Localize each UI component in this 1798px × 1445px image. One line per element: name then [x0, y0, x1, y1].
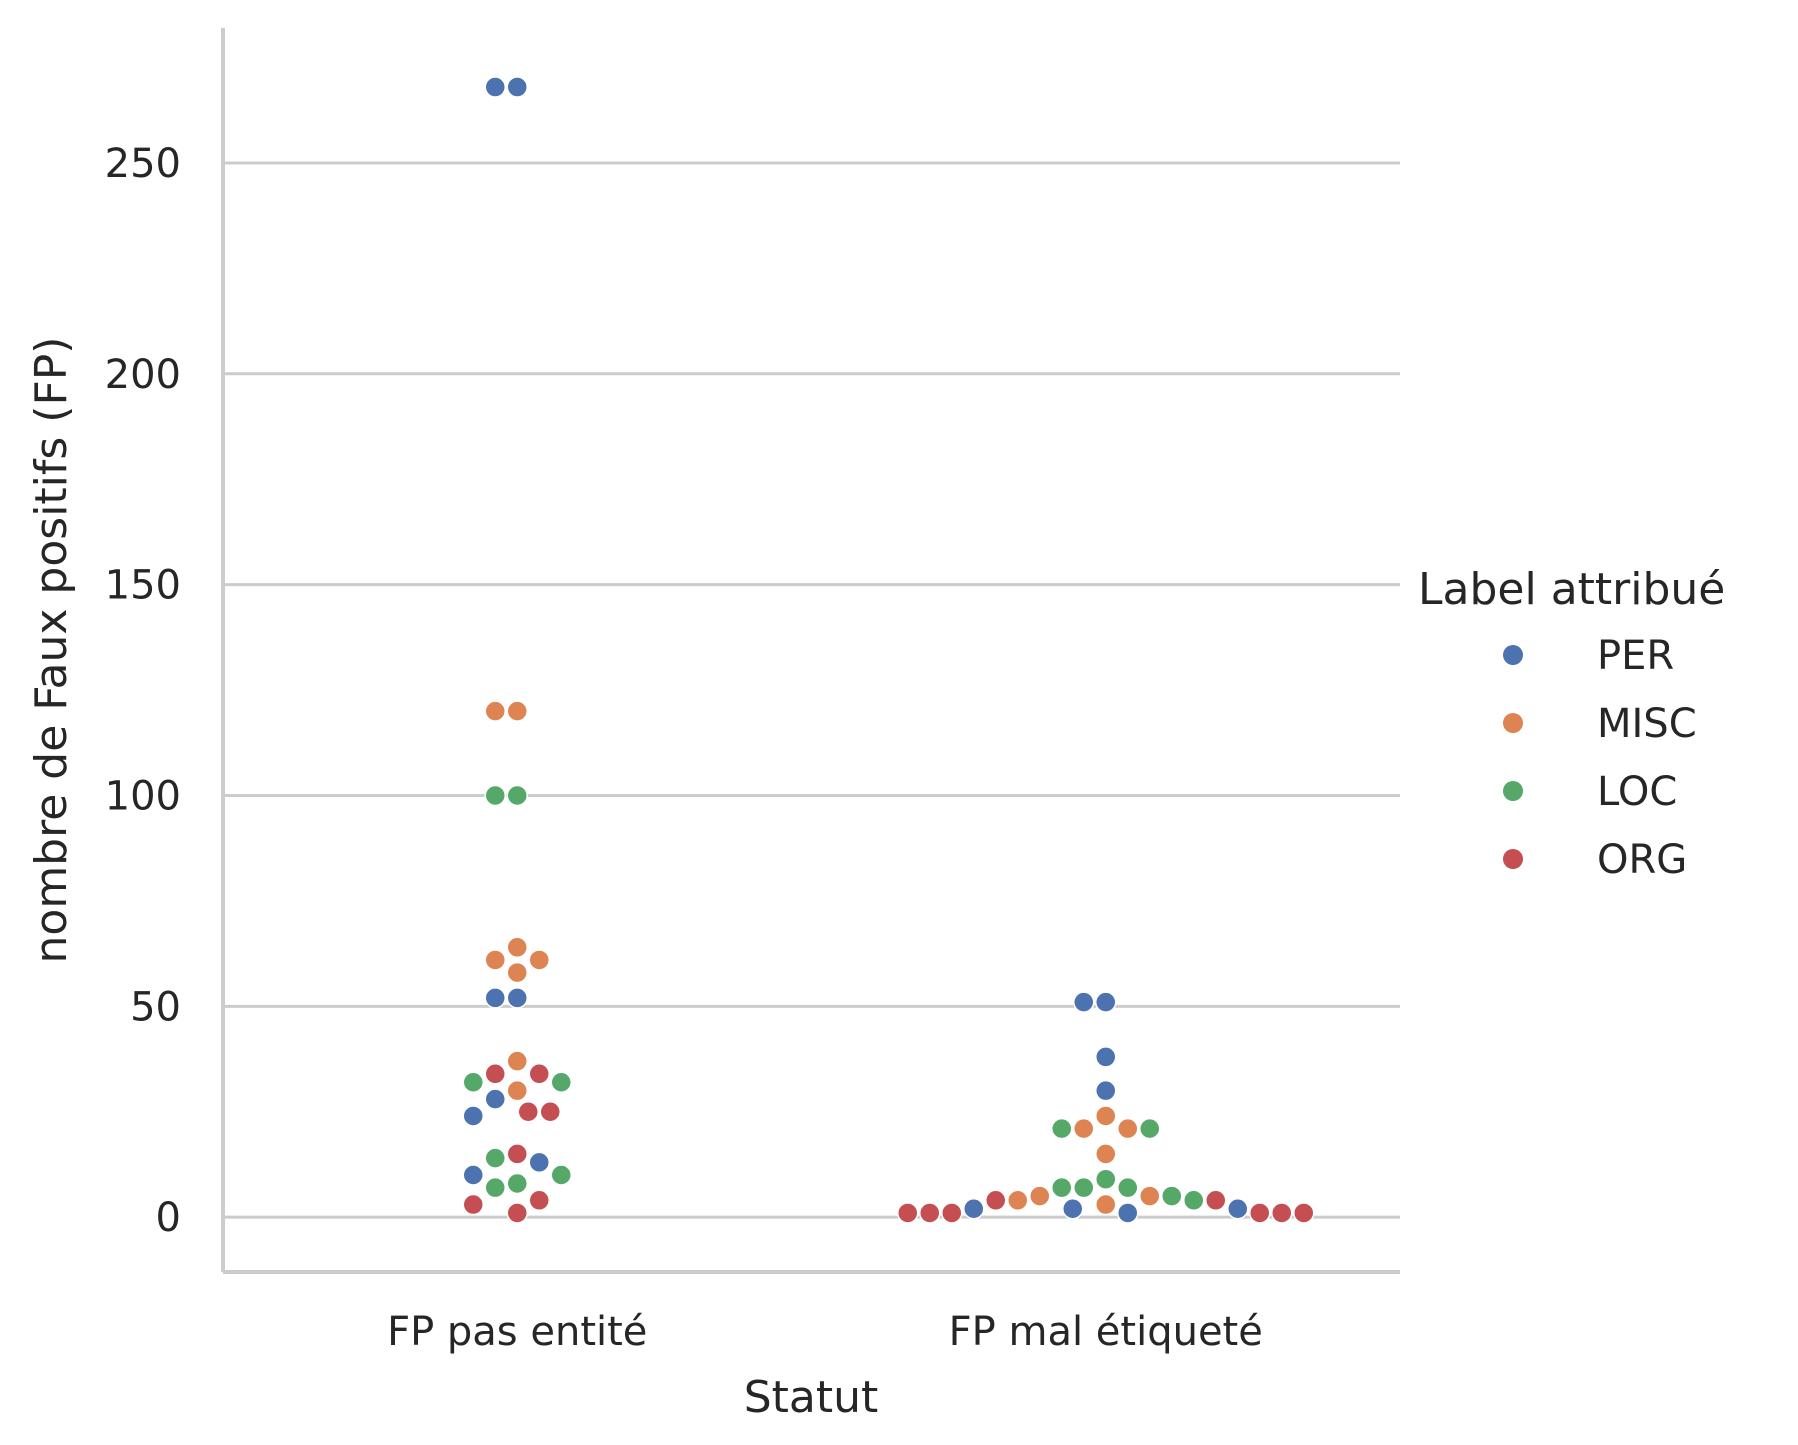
point-misc — [1117, 1117, 1139, 1140]
point-loc — [1117, 1176, 1139, 1199]
y-tick-label: 0 — [156, 1195, 181, 1241]
point-org — [897, 1202, 919, 1224]
point-loc — [1139, 1117, 1161, 1140]
legend-label-per: PER — [1597, 633, 1674, 679]
point-loc — [484, 1147, 506, 1169]
point-org — [1293, 1202, 1315, 1224]
point-org — [517, 1101, 539, 1123]
point-per — [1095, 1046, 1117, 1068]
point-org — [528, 1189, 550, 1212]
point-misc — [1007, 1189, 1029, 1212]
y-tick-label: 250 — [105, 141, 181, 187]
point-loc — [484, 1176, 506, 1199]
point-per — [1073, 991, 1095, 1013]
point-misc — [528, 949, 550, 971]
x-tick-label: FP pas entité — [387, 1309, 647, 1355]
point-misc — [506, 1079, 528, 1102]
point-loc — [484, 784, 506, 807]
point-per — [506, 76, 528, 98]
legend-marker-loc — [1503, 781, 1523, 801]
legend: Label attribué PER MISC LOC ORG — [1418, 564, 1725, 883]
data-points — [462, 76, 1315, 1224]
point-misc — [506, 936, 528, 959]
point-org — [985, 1189, 1007, 1212]
point-misc — [484, 700, 506, 722]
point-org — [941, 1202, 963, 1224]
point-misc — [506, 961, 528, 984]
point-per — [462, 1105, 484, 1127]
point-misc — [506, 700, 528, 722]
x-tick-labels: FP pas entité FP mal étiqueté — [387, 1309, 1263, 1355]
point-org — [484, 1063, 506, 1085]
point-org — [539, 1101, 561, 1123]
point-misc — [484, 949, 506, 971]
y-tick-label: 200 — [105, 352, 181, 398]
legend-marker-misc — [1503, 713, 1523, 733]
y-tick-label: 100 — [105, 773, 181, 819]
point-loc — [550, 1164, 572, 1186]
point-per — [1095, 1079, 1117, 1102]
point-org — [919, 1202, 941, 1224]
point-per — [484, 987, 506, 1009]
point-org — [506, 1143, 528, 1165]
legend-label-org: ORG — [1597, 837, 1687, 883]
point-misc — [1139, 1185, 1161, 1207]
point-loc — [1073, 1176, 1095, 1199]
point-loc — [506, 784, 528, 807]
x-axis-title: Statut — [744, 1372, 879, 1423]
point-per — [484, 76, 506, 98]
point-per — [1227, 1197, 1249, 1220]
point-loc — [550, 1071, 572, 1093]
point-loc — [1183, 1189, 1205, 1212]
point-misc — [1095, 1105, 1117, 1127]
point-org — [1205, 1189, 1227, 1212]
point-per — [528, 1151, 550, 1174]
point-loc — [1051, 1117, 1073, 1140]
legend-marker-org — [1503, 849, 1523, 869]
point-loc — [1051, 1176, 1073, 1199]
point-org — [528, 1063, 550, 1085]
y-tick-labels: 0 50 100 150 200 250 — [105, 141, 181, 1241]
y-tick-label: 50 — [130, 984, 181, 1030]
point-loc — [462, 1071, 484, 1093]
legend-label-misc: MISC — [1597, 701, 1697, 747]
point-per — [1095, 991, 1117, 1013]
point-per — [1117, 1202, 1139, 1224]
point-org — [1271, 1202, 1293, 1224]
point-misc — [506, 1050, 528, 1072]
point-misc — [1029, 1185, 1051, 1207]
axes — [221, 28, 1400, 1274]
point-per — [963, 1197, 985, 1220]
legend-label-loc: LOC — [1597, 769, 1677, 815]
point-per — [506, 987, 528, 1009]
legend-marker-per — [1503, 645, 1523, 665]
y-tick-label: 150 — [105, 563, 181, 609]
point-per — [1062, 1197, 1084, 1220]
point-org — [1249, 1202, 1271, 1224]
point-org — [462, 1193, 484, 1216]
point-misc — [1073, 1117, 1095, 1140]
x-tick-label: FP mal étiqueté — [949, 1309, 1263, 1355]
point-org — [506, 1202, 528, 1224]
gridlines — [223, 161, 1400, 1219]
point-loc — [1161, 1185, 1183, 1207]
point-misc — [1095, 1193, 1117, 1216]
y-axis-title: nombre de Faux positifs (FP) — [26, 337, 77, 964]
point-per — [462, 1164, 484, 1186]
point-misc — [1095, 1143, 1117, 1165]
point-per — [484, 1088, 506, 1110]
legend-title: Label attribué — [1418, 564, 1725, 615]
point-loc — [506, 1172, 528, 1195]
point-loc — [1095, 1168, 1117, 1190]
